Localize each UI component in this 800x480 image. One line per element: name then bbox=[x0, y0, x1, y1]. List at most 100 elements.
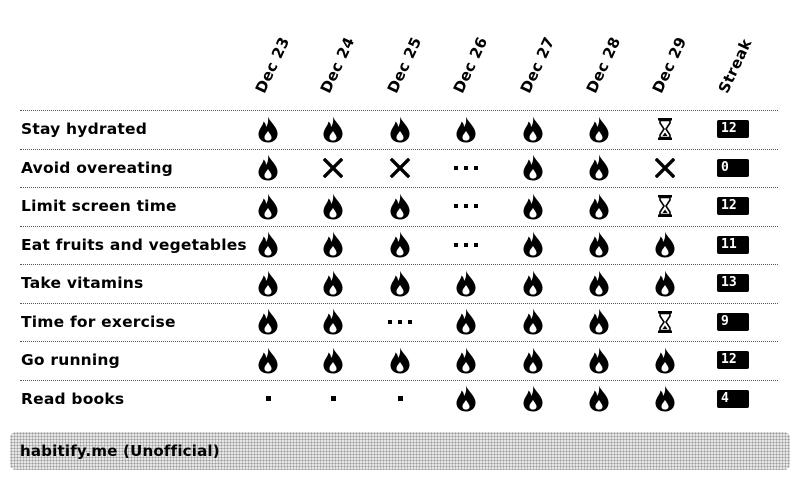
flame-icon[interactable] bbox=[519, 308, 547, 336]
flame-icon[interactable] bbox=[452, 385, 480, 413]
cross-icon[interactable] bbox=[319, 154, 347, 182]
flame-icon[interactable] bbox=[519, 154, 547, 182]
flame-icon[interactable] bbox=[254, 269, 282, 297]
habit-name: Limit screen time bbox=[21, 197, 177, 215]
flame-icon[interactable] bbox=[319, 192, 347, 220]
hourglass-icon[interactable] bbox=[651, 192, 679, 220]
flame-icon[interactable] bbox=[319, 346, 347, 374]
flame-icon[interactable] bbox=[254, 154, 282, 182]
habit-name: Take vitamins bbox=[21, 274, 144, 292]
streak-badge: 4 bbox=[717, 389, 749, 408]
ellipsis-icon[interactable] bbox=[386, 308, 414, 336]
flame-icon[interactable] bbox=[319, 308, 347, 336]
date-header-row: Dec 23 Dec 24 Dec 25 Dec 26 Dec 27 Dec 28 Dec … bbox=[0, 0, 800, 110]
flame-icon[interactable] bbox=[585, 308, 613, 336]
flame-icon[interactable] bbox=[319, 115, 347, 143]
habit-row[interactable]: Read books 4 bbox=[20, 379, 778, 419]
flame-icon[interactable] bbox=[585, 192, 613, 220]
streak-badge: 11 bbox=[717, 235, 749, 254]
habit-grid: Stay hydrated 12 Avoid overeating 0 Limit sc… bbox=[20, 110, 778, 418]
ellipsis-icon[interactable] bbox=[452, 192, 480, 220]
flame-icon[interactable] bbox=[386, 115, 414, 143]
flame-icon[interactable] bbox=[519, 231, 547, 259]
cross-icon[interactable] bbox=[386, 154, 414, 182]
habit-name: Read books bbox=[21, 389, 125, 408]
date-label: Dec 26 bbox=[449, 34, 492, 96]
date-column-header: Dec 27 bbox=[511, 0, 577, 110]
date-label: Dec 27 bbox=[516, 34, 559, 96]
flame-icon[interactable] bbox=[585, 115, 613, 143]
flame-icon[interactable] bbox=[254, 192, 282, 220]
flame-icon[interactable] bbox=[386, 346, 414, 374]
flame-icon[interactable] bbox=[319, 269, 347, 297]
flame-icon[interactable] bbox=[386, 231, 414, 259]
flame-icon[interactable] bbox=[651, 385, 679, 413]
flame-icon[interactable] bbox=[651, 231, 679, 259]
flame-icon[interactable] bbox=[519, 385, 547, 413]
flame-icon[interactable] bbox=[585, 154, 613, 182]
date-column-header: Dec 29 bbox=[643, 0, 709, 110]
hourglass-icon[interactable] bbox=[651, 115, 679, 143]
flame-icon[interactable] bbox=[254, 346, 282, 374]
habit-row[interactable]: Go running 12 bbox=[20, 341, 778, 380]
flame-icon[interactable] bbox=[254, 308, 282, 336]
dot-icon[interactable] bbox=[254, 385, 282, 413]
habit-name: Eat fruits and vegetables bbox=[21, 235, 247, 254]
ellipsis-icon[interactable] bbox=[452, 154, 480, 182]
footer-bar: habitify.me (Unofficial) bbox=[10, 432, 790, 470]
habit-row[interactable]: Take vitamins 13 bbox=[20, 264, 778, 303]
flame-icon[interactable] bbox=[519, 192, 547, 220]
habit-row[interactable]: Avoid overeating 0 bbox=[20, 148, 778, 188]
habit-name: Go running bbox=[21, 351, 120, 369]
flame-icon[interactable] bbox=[585, 269, 613, 297]
footer-text: habitify.me (Unofficial) bbox=[20, 442, 220, 460]
streak-badge: 0 bbox=[717, 158, 749, 177]
habit-name: Avoid overeating bbox=[21, 158, 173, 177]
streak-badge: 12 bbox=[717, 351, 749, 369]
date-label: Dec 23 bbox=[251, 34, 294, 96]
flame-icon[interactable] bbox=[254, 115, 282, 143]
habit-name: Time for exercise bbox=[21, 312, 176, 331]
flame-icon[interactable] bbox=[519, 269, 547, 297]
flame-icon[interactable] bbox=[651, 346, 679, 374]
flame-icon[interactable] bbox=[585, 346, 613, 374]
date-label: Dec 25 bbox=[383, 34, 426, 96]
flame-icon[interactable] bbox=[452, 346, 480, 374]
streak-badge: 13 bbox=[717, 274, 749, 292]
ellipsis-icon[interactable] bbox=[452, 231, 480, 259]
streak-badge: 12 bbox=[717, 120, 749, 138]
habit-row[interactable]: Eat fruits and vegetables 11 bbox=[20, 225, 778, 265]
flame-icon[interactable] bbox=[452, 308, 480, 336]
habit-name: Stay hydrated bbox=[21, 120, 148, 138]
date-column-header: Dec 23 bbox=[246, 0, 312, 110]
habit-row[interactable]: Stay hydrated 12 bbox=[20, 110, 778, 149]
flame-icon[interactable] bbox=[452, 269, 480, 297]
flame-icon[interactable] bbox=[519, 346, 547, 374]
date-column-header: Dec 28 bbox=[577, 0, 643, 110]
dot-icon[interactable] bbox=[386, 385, 414, 413]
flame-icon[interactable] bbox=[386, 269, 414, 297]
streak-column-header: Streak bbox=[709, 0, 775, 110]
date-label: Dec 29 bbox=[648, 34, 691, 96]
streak-badge: 12 bbox=[717, 197, 749, 215]
flame-icon[interactable] bbox=[585, 231, 613, 259]
flame-icon[interactable] bbox=[452, 115, 480, 143]
date-column-header: Dec 25 bbox=[378, 0, 444, 110]
flame-icon[interactable] bbox=[254, 231, 282, 259]
flame-icon[interactable] bbox=[386, 192, 414, 220]
streak-header-label: Streak bbox=[714, 35, 756, 96]
flame-icon[interactable] bbox=[319, 231, 347, 259]
flame-icon[interactable] bbox=[651, 269, 679, 297]
cross-icon[interactable] bbox=[651, 154, 679, 182]
dot-icon[interactable] bbox=[319, 385, 347, 413]
habit-row[interactable]: Limit screen time 12 bbox=[20, 187, 778, 226]
flame-icon[interactable] bbox=[519, 115, 547, 143]
streak-badge: 9 bbox=[717, 312, 749, 331]
date-label: Dec 24 bbox=[316, 34, 359, 96]
date-column-header: Dec 26 bbox=[444, 0, 510, 110]
date-column-header: Dec 24 bbox=[311, 0, 377, 110]
flame-icon[interactable] bbox=[585, 385, 613, 413]
habit-row[interactable]: Time for exercise 9 bbox=[20, 302, 778, 342]
hourglass-icon[interactable] bbox=[651, 308, 679, 336]
